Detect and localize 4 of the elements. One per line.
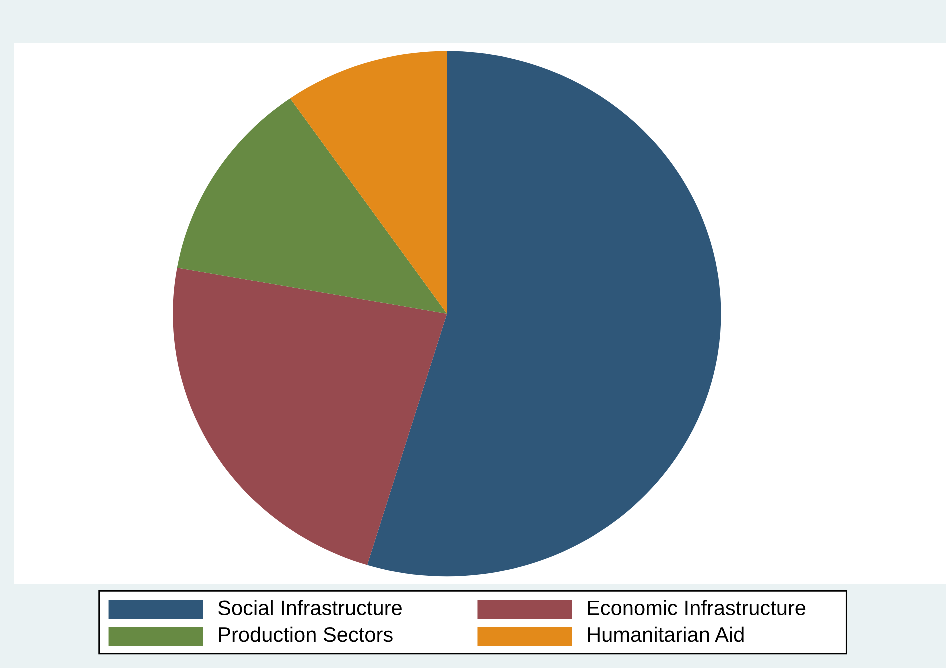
- legend-label: Humanitarian Aid: [588, 626, 744, 642]
- legend-label: Production Sectors: [219, 626, 393, 642]
- legend-label: Economic Infrastructure: [588, 600, 806, 616]
- legend-label: Social Infrastructure: [218, 600, 402, 616]
